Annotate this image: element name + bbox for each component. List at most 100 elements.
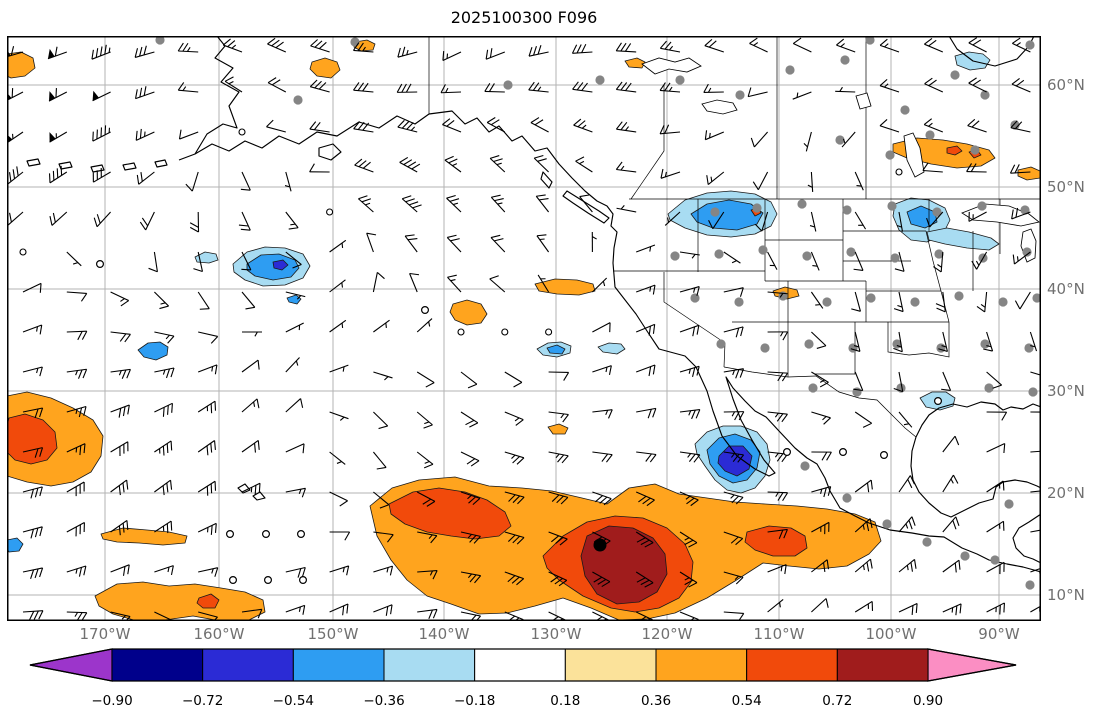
lon-tick-label: 140°W (418, 625, 470, 643)
station-dot (293, 95, 303, 105)
wind-barb (810, 251, 820, 271)
wind-barb (22, 407, 44, 419)
wind-barb (416, 371, 435, 388)
anomaly-region (309, 57, 341, 79)
wind-barb (679, 324, 700, 337)
anomaly-region (597, 342, 626, 355)
wind-barb (723, 326, 744, 338)
wind-barb (416, 451, 434, 469)
wind-barb (285, 487, 306, 498)
wind-barb (811, 521, 830, 535)
station-dot (503, 80, 513, 90)
wind-barb (966, 163, 987, 173)
station-dot (752, 203, 762, 213)
wind-barb (353, 82, 374, 93)
colorbar-segment (383, 648, 476, 682)
wind-barb (942, 435, 960, 453)
wind-barb (416, 491, 436, 507)
political-border (663, 272, 726, 368)
wind-barb (636, 364, 656, 377)
wind-barb (91, 44, 111, 60)
wind-barb (504, 571, 525, 586)
political-border (815, 375, 917, 438)
wind-barb (7, 131, 24, 144)
coastline (562, 190, 610, 224)
wind-barb (154, 611, 173, 621)
wind-barb (177, 42, 199, 53)
wind-barb (329, 451, 346, 465)
wind-barb (1010, 120, 1031, 133)
station-dot (980, 339, 990, 349)
station-dot (1020, 205, 1030, 215)
wind-barb (986, 371, 1003, 389)
wind-barb (501, 328, 509, 336)
anomaly-region (449, 299, 488, 326)
wind-barb (178, 129, 199, 140)
colorbar-segment (746, 648, 838, 682)
coastline (540, 171, 553, 189)
wind-barb (135, 128, 155, 141)
station-dot (758, 245, 768, 255)
wind-barb (110, 368, 131, 379)
wind-barb (66, 611, 88, 621)
wind-barb (409, 272, 420, 293)
lon-tick-label: 130°W (530, 625, 582, 643)
station-dot (977, 201, 987, 211)
wind-barb (723, 451, 745, 463)
wind-barb (353, 42, 374, 53)
wind-barb (329, 491, 348, 507)
anomaly-region (1017, 166, 1041, 181)
wind-barb (154, 331, 175, 344)
station-dot (932, 207, 942, 217)
wind-barb (942, 603, 962, 616)
wind-barb (397, 119, 418, 133)
wind-barb (548, 571, 568, 587)
lon-tick-label: 160°W (193, 625, 245, 643)
wind-barb (399, 156, 421, 173)
station-dot (910, 297, 920, 307)
political-border (630, 85, 665, 200)
wind-barb (922, 162, 943, 173)
station-dot (350, 37, 360, 47)
wind-barb (485, 48, 505, 60)
anomaly-region (94, 581, 266, 621)
wind-barb (811, 559, 830, 573)
wind-barb (750, 131, 769, 148)
wind-barb (841, 131, 856, 148)
wind-barb (854, 518, 873, 533)
political-border (815, 322, 856, 375)
station-dot (1024, 343, 1034, 353)
colorbar-over-arrow (927, 648, 1017, 682)
wind-barb (417, 608, 438, 619)
wind-barb (679, 251, 700, 259)
calm-wind-circle (226, 530, 235, 539)
wind-barb (592, 571, 611, 588)
wind-barb (134, 45, 155, 58)
wind-barb (986, 520, 1005, 533)
wind-barb (329, 411, 349, 421)
wind-barb (66, 405, 87, 418)
wind-barb (1030, 529, 1041, 533)
station-dot (866, 293, 876, 303)
lon-tick-label: 110°W (753, 625, 805, 643)
wind-barb (193, 251, 204, 273)
station-dot (670, 251, 680, 261)
calm-wind-circle (299, 575, 308, 584)
wind-barb (548, 411, 569, 423)
wind-barb (110, 520, 129, 536)
wind-barb (490, 194, 506, 213)
wind-barb (49, 131, 68, 143)
wind-barb (22, 486, 43, 499)
wind-barb (135, 86, 155, 100)
calm-wind-circle (297, 530, 306, 539)
wind-barb (1030, 490, 1041, 493)
coastline (915, 401, 1041, 438)
lon-tick-label: 170°W (79, 625, 131, 643)
wind-barb (373, 604, 393, 616)
station-dot (934, 249, 944, 259)
wind-barb (591, 231, 597, 253)
wind-barb (241, 331, 263, 337)
wind-barb (285, 443, 305, 454)
wind-barb (110, 479, 129, 496)
